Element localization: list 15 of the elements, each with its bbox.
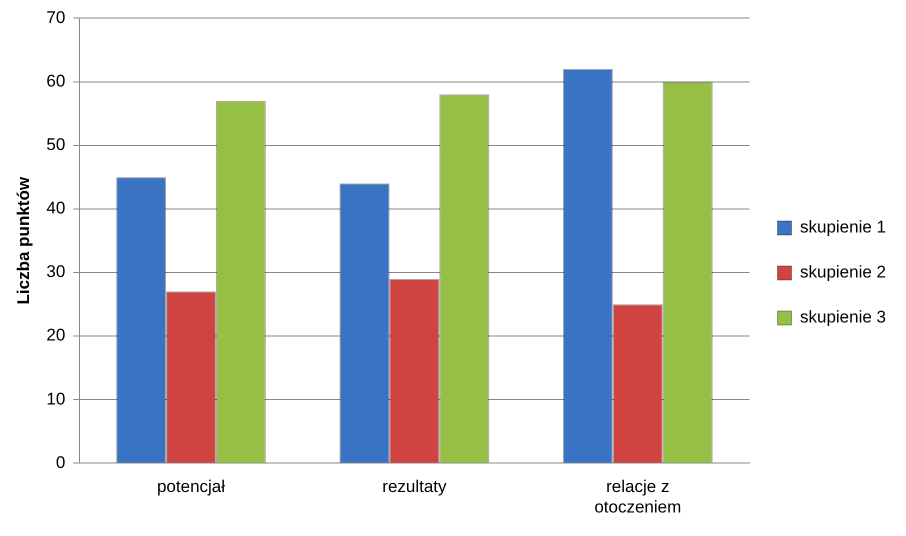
x-tick-label: relacje z otoczeniem: [594, 477, 682, 516]
y-tick-label: 0: [56, 452, 66, 472]
y-tick-label: 10: [46, 389, 66, 408]
x-tick-label: potencjał: [156, 477, 226, 496]
y-tick-label: 40: [46, 198, 66, 218]
legend-label: skupienie 2: [800, 262, 886, 282]
y-tick-label: 50: [46, 135, 66, 154]
legend-label: skupienie 3: [800, 308, 886, 327]
y-tick-label: 20: [46, 326, 66, 345]
legend-label: skupienie 1: [800, 218, 886, 237]
y-axis-title: Liczba punktów: [14, 176, 33, 304]
y-tick-label: 70: [46, 8, 66, 27]
y-tick-label: 60: [46, 71, 66, 90]
y-tick-label: 30: [46, 262, 66, 282]
x-tick-label: rezultaty: [382, 477, 448, 496]
